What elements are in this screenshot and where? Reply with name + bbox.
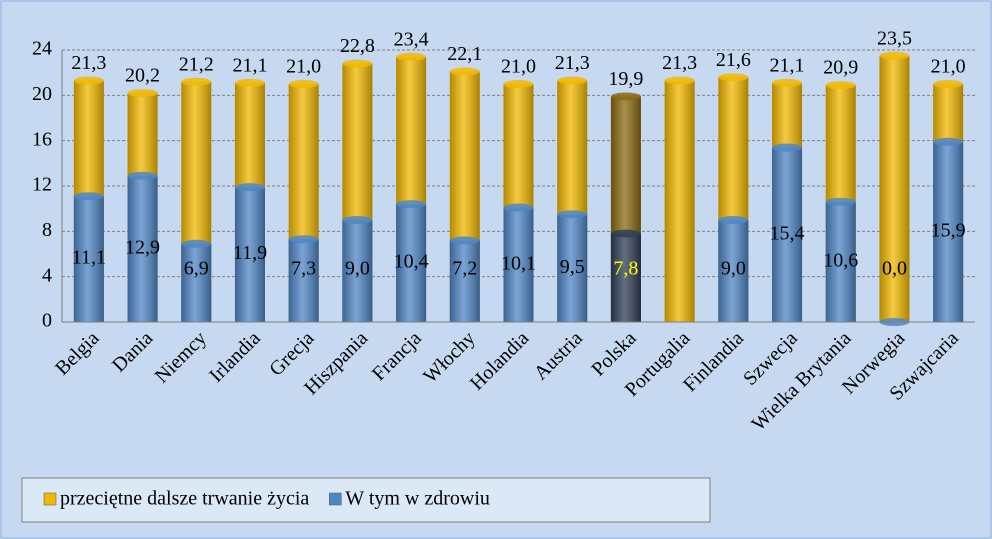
data-label: 20,2 (125, 65, 160, 87)
bar-shading (449, 240, 480, 322)
bar-shading (288, 239, 319, 322)
bar-cap (234, 183, 265, 192)
bar-cap (772, 143, 803, 152)
bar-cap (610, 229, 641, 238)
data-label: 20,9 (823, 57, 858, 79)
y-tick-label: 24 (32, 38, 52, 60)
data-label: 21,3 (662, 52, 697, 74)
data-label: 10,4 (394, 251, 429, 273)
data-label: 21,0 (286, 56, 321, 78)
data-label: 9,0 (721, 258, 746, 280)
data-label: 7,8 (613, 258, 638, 280)
bar-cap (879, 51, 910, 60)
y-tick-label: 4 (42, 264, 52, 286)
bar-shading (879, 55, 910, 323)
legend-label: przeciętne dalsze trwanie życia (60, 488, 309, 510)
data-label: 7,2 (452, 258, 477, 280)
bar-cap (557, 210, 588, 219)
data-label: 7,3 (291, 258, 316, 280)
bar-shading (772, 147, 803, 322)
bar-cap (503, 80, 534, 88)
data-label: 21,6 (716, 49, 751, 71)
data-label: 21,3 (71, 52, 106, 74)
bar-cap (933, 80, 964, 88)
bar-cap (73, 192, 104, 201)
data-label: 23,4 (394, 28, 429, 50)
bar-shading (825, 201, 856, 322)
bar-shading (181, 243, 212, 322)
data-label: 12,9 (125, 236, 160, 258)
bar-cap (772, 78, 803, 87)
bar-cap (503, 203, 534, 212)
bar-shading (396, 204, 427, 322)
bar-cap (127, 89, 158, 98)
bar-cap (664, 76, 695, 85)
bar-cap (288, 80, 319, 88)
data-label: 22,1 (447, 43, 482, 65)
bar-shading (933, 141, 964, 322)
bar-shading (557, 214, 588, 322)
bar-cap (449, 236, 480, 245)
bar-shading (503, 207, 534, 322)
bar-cap (396, 200, 427, 209)
bar-shading (342, 220, 373, 322)
data-label: 6,9 (184, 258, 209, 280)
bar-cap (234, 78, 265, 87)
y-tick-label: 16 (32, 128, 52, 150)
data-label: 9,5 (560, 256, 585, 278)
data-label: 11,1 (72, 247, 106, 269)
y-tick-label: 20 (32, 83, 52, 105)
bar-cap (933, 137, 964, 146)
data-label: 15,9 (931, 219, 966, 241)
y-tick-label: 8 (42, 219, 52, 241)
y-tick-label: 12 (32, 174, 52, 196)
legend-swatch (43, 492, 57, 506)
bar-cap (557, 76, 588, 85)
bar-cap (610, 92, 641, 101)
data-label: 21,0 (501, 56, 536, 78)
bar-cap (73, 76, 104, 85)
data-label: 21,1 (232, 54, 267, 76)
bar-shading (664, 80, 695, 322)
bar-shading (718, 220, 749, 322)
data-label: 23,5 (877, 27, 912, 49)
bar-cap (342, 59, 373, 68)
bar-shading (73, 196, 104, 322)
data-label: 19,9 (608, 68, 643, 90)
y-tick-label: 0 (42, 310, 52, 332)
data-label: 21,3 (555, 52, 590, 74)
bar-cap (127, 171, 158, 180)
bar-shading (127, 175, 158, 322)
data-label: 0,0 (882, 258, 907, 280)
data-label: 15,4 (770, 222, 805, 244)
data-label: 22,8 (340, 35, 375, 57)
bar-cap (449, 67, 480, 76)
data-label: 10,1 (501, 252, 536, 274)
bar-cap (825, 197, 856, 206)
bar-cap (825, 81, 856, 90)
data-label: 21,0 (931, 56, 966, 78)
bar-cap (181, 239, 212, 248)
legend-label: W tym w zdrowiu (345, 488, 490, 510)
bar-shading (234, 187, 265, 322)
bar-cap (396, 52, 427, 61)
data-label: 21,1 (770, 54, 805, 76)
data-label: 9,0 (345, 258, 370, 280)
bar-cap (181, 77, 212, 86)
bar-cap (288, 235, 319, 244)
bar-cap (718, 73, 749, 82)
legend-swatch (329, 492, 342, 506)
bar-shading (610, 233, 641, 322)
data-label: 11,9 (233, 242, 267, 264)
data-label: 21,2 (179, 53, 214, 75)
bar-cap (342, 216, 373, 224)
legend-box (21, 477, 711, 523)
bar-cap (718, 216, 749, 224)
data-label: 10,6 (823, 250, 858, 272)
